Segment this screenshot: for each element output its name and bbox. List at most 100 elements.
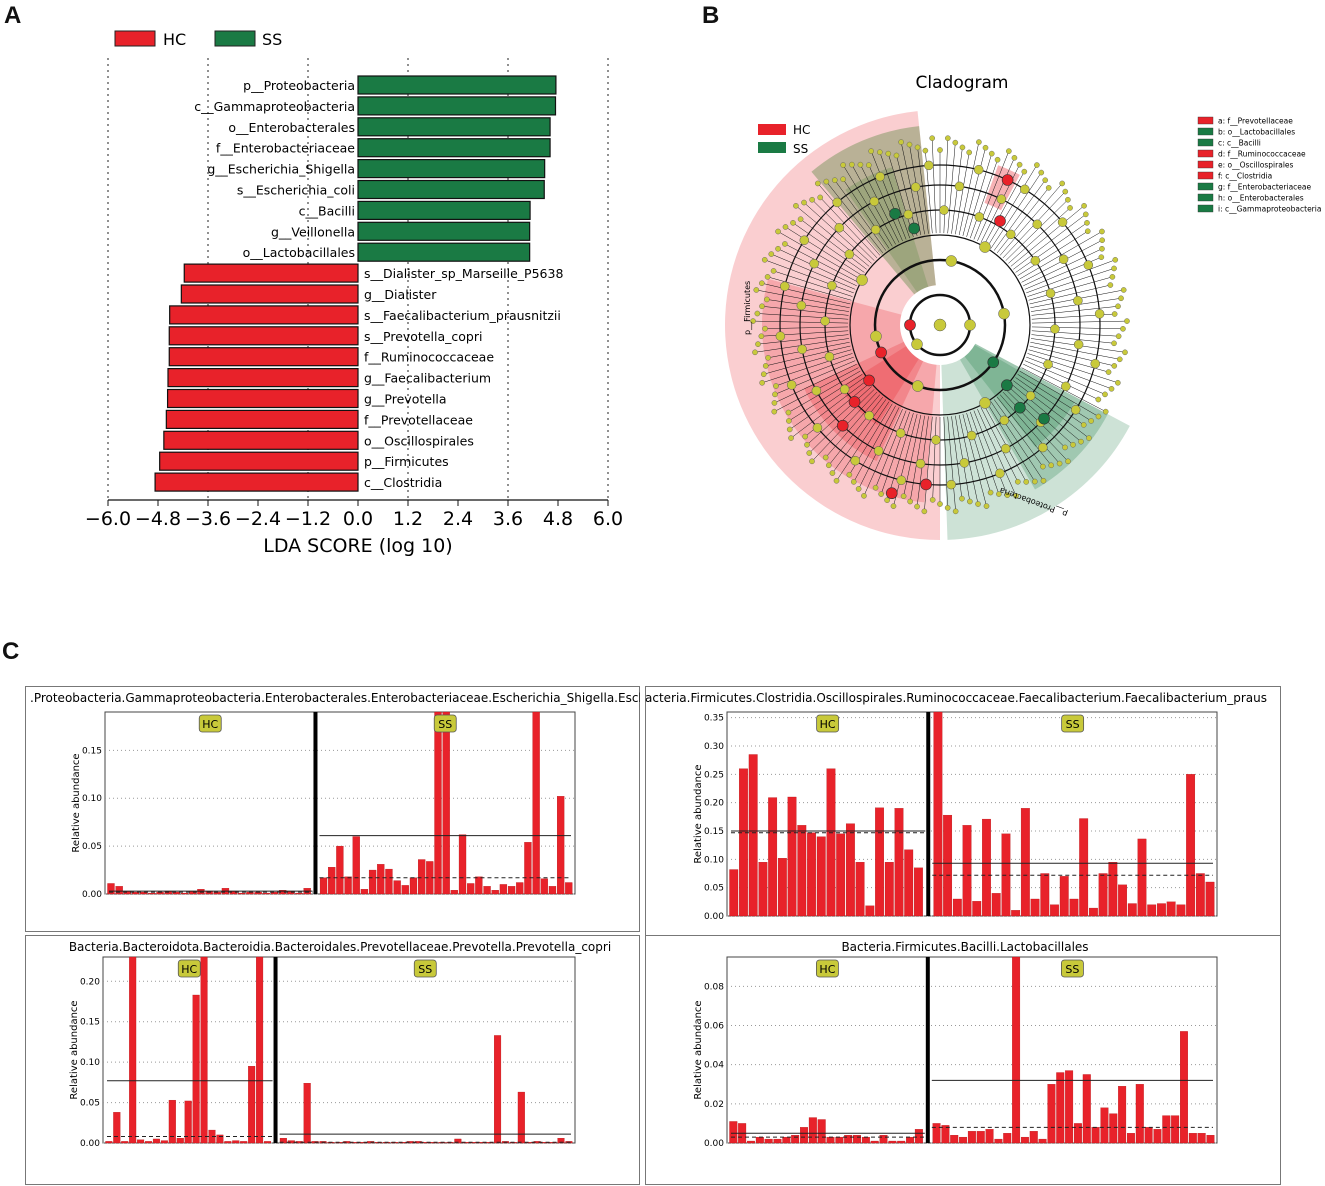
tree-branch bbox=[1017, 231, 1088, 276]
tree-branch bbox=[947, 142, 956, 234]
tree-branch bbox=[1015, 222, 1088, 273]
leaf-node bbox=[893, 152, 900, 159]
leaf-node bbox=[840, 176, 846, 183]
leaf-node bbox=[806, 450, 813, 456]
tree-branch bbox=[879, 152, 910, 239]
y-tick-label: 0.00 bbox=[80, 1139, 100, 1149]
abundance-bar bbox=[344, 876, 352, 895]
y-tick-label: 0.10 bbox=[82, 794, 102, 804]
biomarker-node-ss bbox=[987, 356, 1000, 369]
lda-bar bbox=[159, 451, 359, 471]
lda-bar bbox=[357, 221, 531, 241]
abundance-bar bbox=[739, 768, 748, 917]
tree-branch bbox=[764, 259, 854, 294]
abundance-bar bbox=[933, 711, 943, 917]
abundance-bar bbox=[1118, 884, 1127, 917]
leaf-node bbox=[1070, 441, 1076, 448]
lda-bar bbox=[168, 347, 359, 367]
abundance-bar bbox=[914, 1129, 923, 1144]
leaf-node bbox=[1098, 254, 1105, 260]
tree-branch bbox=[795, 205, 870, 267]
leaf-node bbox=[1118, 295, 1124, 302]
abundance-bar bbox=[844, 1135, 853, 1144]
leaf-node bbox=[770, 268, 777, 274]
bar-label: s__Faecalibacterium_prausnitzii bbox=[364, 308, 561, 323]
abundance-bar bbox=[256, 956, 264, 1144]
tree-branch bbox=[1031, 320, 1127, 324]
abundance-bar bbox=[494, 1035, 502, 1144]
leaf-node bbox=[831, 177, 838, 183]
abundance-bar bbox=[176, 1137, 184, 1144]
leaf-node bbox=[929, 135, 935, 141]
tree-branch bbox=[1030, 341, 1120, 360]
leaf-node bbox=[885, 150, 892, 157]
tree-branch bbox=[917, 147, 929, 234]
abundance-bar bbox=[747, 1140, 755, 1144]
tree-node bbox=[998, 307, 1010, 320]
abundance-bar bbox=[1157, 903, 1166, 917]
leaf-node bbox=[1108, 385, 1115, 392]
leaf-node bbox=[755, 341, 761, 347]
leaf-node bbox=[1111, 340, 1117, 347]
tree-branch bbox=[970, 159, 998, 239]
tree-node bbox=[974, 212, 985, 222]
y-tick-label: 0.08 bbox=[704, 982, 724, 992]
tree-branch bbox=[966, 153, 992, 237]
leaf-node bbox=[793, 203, 799, 209]
abundance-bar bbox=[434, 711, 442, 895]
tree-node bbox=[850, 455, 860, 466]
abundance-bar bbox=[855, 862, 865, 917]
leaf-node bbox=[959, 144, 966, 151]
biomarker-node-hc bbox=[836, 419, 849, 432]
leaf-node bbox=[849, 161, 855, 168]
y-axis-title: Relative abundance bbox=[693, 1000, 704, 1099]
lda-bar bbox=[357, 200, 531, 220]
tree-node bbox=[995, 468, 1005, 479]
abundance-bar bbox=[238, 892, 246, 895]
abundance-bar bbox=[1011, 910, 1021, 917]
tree-node bbox=[911, 338, 923, 351]
tree-branch bbox=[1027, 268, 1115, 297]
tree-branch bbox=[973, 410, 1008, 496]
sector-lactobacillales bbox=[845, 167, 929, 293]
leaf-node bbox=[937, 147, 943, 153]
bar-label: s__Dialister_sp_Marseille_P5638 bbox=[364, 266, 563, 281]
leaf-node bbox=[872, 484, 879, 491]
abundance-bar bbox=[888, 1140, 897, 1144]
abundance-bar bbox=[409, 877, 418, 895]
y-tick-label: 0.00 bbox=[82, 890, 102, 900]
abundance-bar bbox=[565, 882, 573, 895]
leaf-node bbox=[1015, 478, 1021, 485]
tree-branch bbox=[765, 326, 849, 329]
abundance-bar bbox=[532, 711, 540, 895]
tree-node bbox=[820, 316, 830, 326]
x-tick-label: 6.0 bbox=[593, 508, 623, 530]
bar-label: s__Escherichia_coli bbox=[237, 183, 355, 198]
tree-branch bbox=[996, 396, 1052, 466]
abundance-bar bbox=[1147, 904, 1157, 917]
abundance-bar bbox=[729, 869, 739, 917]
abundance-plot-prevotella-copri: Bacteria.Bacteroidota.Bacteroidia.Bacter… bbox=[25, 935, 640, 1185]
group-badge-label: SS bbox=[438, 718, 452, 731]
abundance-bar bbox=[1038, 1138, 1047, 1144]
leaf-node bbox=[759, 280, 765, 287]
tree-branch bbox=[962, 414, 987, 507]
abundance-bar bbox=[1162, 1115, 1171, 1144]
tree-branch bbox=[984, 171, 1025, 245]
tree-branch bbox=[1026, 259, 1116, 294]
abundance-bar bbox=[1079, 818, 1089, 917]
leaf-node bbox=[1038, 169, 1045, 176]
tree-node bbox=[910, 182, 921, 192]
tree-branch bbox=[1023, 248, 1103, 287]
abundance-bar bbox=[807, 832, 816, 917]
group-badge bbox=[1061, 714, 1085, 733]
x-axis-title: LDA SCORE (log 10) bbox=[263, 535, 452, 557]
abundance-bar bbox=[959, 1136, 968, 1144]
bar-label: f__Enterobacteriaceae bbox=[216, 141, 355, 156]
leaf-node bbox=[1099, 237, 1105, 244]
abundance-bar bbox=[152, 1138, 160, 1144]
leaf-node bbox=[1034, 162, 1040, 168]
leaf-node bbox=[907, 498, 913, 505]
abundance-bar bbox=[1197, 1133, 1206, 1144]
lda-bar bbox=[167, 368, 359, 388]
